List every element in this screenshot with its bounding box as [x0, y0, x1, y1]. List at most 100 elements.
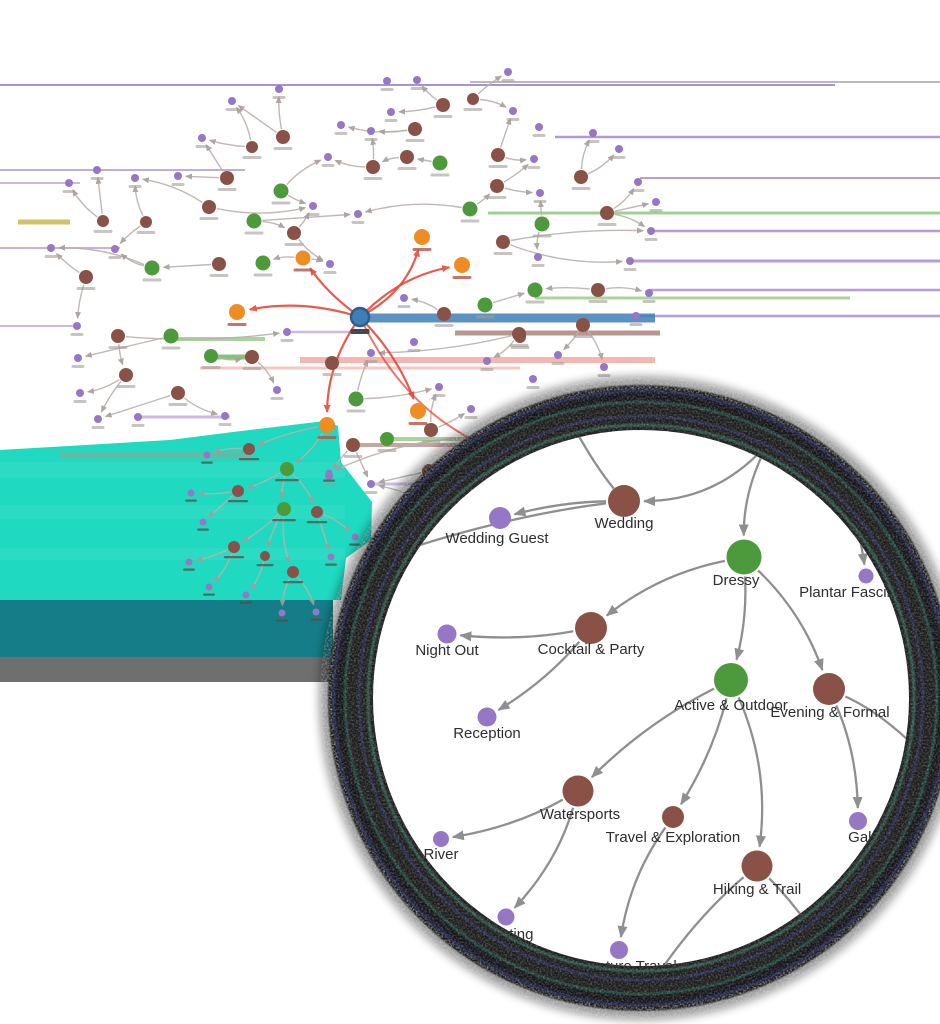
graph-node[interactable]: [65, 179, 73, 187]
graph-node[interactable]: [536, 189, 544, 197]
graph-node[interactable]: [534, 253, 542, 261]
graph-node[interactable]: [325, 356, 339, 370]
graph-node[interactable]: [119, 368, 133, 382]
graph-node[interactable]: [97, 215, 109, 227]
lens-node-dressy[interactable]: [726, 539, 762, 575]
graph-node[interactable]: [204, 349, 218, 363]
graph-node[interactable]: [626, 257, 634, 265]
graph-node[interactable]: [228, 97, 236, 105]
graph-node[interactable]: [232, 485, 244, 497]
graph-node[interactable]: [504, 68, 512, 76]
graph-node[interactable]: [400, 294, 408, 302]
graph-node[interactable]: [202, 200, 216, 214]
graph-node[interactable]: [576, 318, 590, 332]
graph-node[interactable]: [414, 229, 430, 245]
graph-node[interactable]: [198, 134, 206, 142]
lens-node-cocktail[interactable]: [575, 612, 607, 644]
lens-node-travel[interactable]: [662, 806, 684, 828]
lens-node-watersports[interactable]: [562, 775, 594, 807]
graph-node[interactable]: [410, 403, 426, 419]
graph-node[interactable]: [242, 591, 250, 599]
lens-node-plantar[interactable]: [858, 568, 874, 584]
graph-node[interactable]: [326, 260, 334, 268]
graph-node[interactable]: [140, 216, 152, 228]
graph-node[interactable]: [387, 108, 395, 116]
lens-node-wedding[interactable]: [608, 485, 640, 517]
graph-node[interactable]: [246, 213, 262, 229]
graph-node[interactable]: [79, 270, 93, 284]
graph-node[interactable]: [383, 77, 391, 85]
graph-node[interactable]: [76, 389, 84, 397]
lens-node-reception[interactable]: [477, 707, 497, 727]
graph-node[interactable]: [325, 469, 333, 477]
lens-node-evening[interactable]: [813, 673, 845, 705]
graph-node[interactable]: [93, 166, 101, 174]
graph-node[interactable]: [477, 297, 493, 313]
graph-node[interactable]: [490, 179, 504, 193]
graph-node[interactable]: [413, 76, 421, 84]
graph-node[interactable]: [367, 480, 375, 488]
graph-node[interactable]: [131, 174, 139, 182]
graph-node[interactable]: [496, 235, 510, 249]
graph-node[interactable]: [435, 383, 443, 391]
graph-node[interactable]: [462, 201, 478, 217]
graph-node[interactable]: [74, 354, 82, 362]
graph-node[interactable]: [354, 210, 362, 218]
graph-node[interactable]: [454, 257, 470, 273]
graph-node[interactable]: [491, 148, 505, 162]
graph-node[interactable]: [432, 155, 448, 171]
graph-node[interactable]: [436, 98, 450, 112]
graph-node[interactable]: [351, 533, 359, 541]
graph-node[interactable]: [554, 351, 562, 359]
graph-node[interactable]: [367, 127, 375, 135]
graph-node[interactable]: [509, 107, 517, 115]
graph-node[interactable]: [647, 227, 655, 235]
graph-node[interactable]: [111, 329, 125, 343]
graph-node[interactable]: [408, 122, 422, 136]
graph-node[interactable]: [111, 245, 119, 253]
graph-node[interactable]: [514, 331, 526, 343]
graph-node[interactable]: [47, 244, 55, 252]
graph-node[interactable]: [600, 363, 608, 371]
graph-node[interactable]: [163, 328, 179, 344]
graph-node[interactable]: [221, 412, 229, 420]
graph-node[interactable]: [134, 413, 142, 421]
graph-node[interactable]: [205, 583, 213, 591]
graph-node[interactable]: [245, 350, 259, 364]
graph-node[interactable]: [278, 609, 286, 617]
graph-node[interactable]: [615, 145, 623, 153]
graph-node[interactable]: [530, 155, 538, 163]
graph-node[interactable]: [171, 386, 185, 400]
lens-node-adventure[interactable]: [610, 941, 628, 959]
lens-node-boating[interactable]: [497, 908, 515, 926]
graph-node[interactable]: [535, 123, 543, 131]
graph-node[interactable]: [410, 338, 418, 346]
graph-node[interactable]: [467, 405, 475, 413]
graph-node[interactable]: [534, 216, 550, 232]
graph-node[interactable]: [295, 250, 311, 266]
graph-node[interactable]: [424, 423, 438, 437]
graph-node[interactable]: [324, 153, 332, 161]
graph-node[interactable]: [337, 121, 345, 129]
graph-node[interactable]: [287, 566, 299, 578]
graph-node[interactable]: [591, 283, 605, 297]
graph-node[interactable]: [94, 415, 102, 423]
graph-node[interactable]: [467, 93, 479, 105]
graph-node[interactable]: [311, 506, 323, 518]
magnifier-lens[interactable]: Wedding Wedding Guest Dressy Plantar Fascii…: [320, 377, 940, 1019]
graph-node[interactable]: [212, 257, 226, 271]
graph-node[interactable]: [367, 349, 375, 357]
graph-node[interactable]: [529, 375, 537, 383]
graph-node[interactable]: [346, 438, 360, 452]
graph-node[interactable]: [348, 391, 364, 407]
graph-node[interactable]: [144, 260, 160, 276]
lens-node-wedding_guest[interactable]: [489, 507, 511, 529]
graph-node[interactable]: [255, 255, 271, 271]
graph-node[interactable]: [327, 553, 335, 561]
graph-node[interactable]: [276, 130, 290, 144]
graph-node[interactable]: [243, 443, 255, 455]
lens-node-gala[interactable]: [849, 812, 867, 830]
lens-node-active[interactable]: [714, 663, 748, 697]
graph-node[interactable]: [203, 451, 211, 459]
